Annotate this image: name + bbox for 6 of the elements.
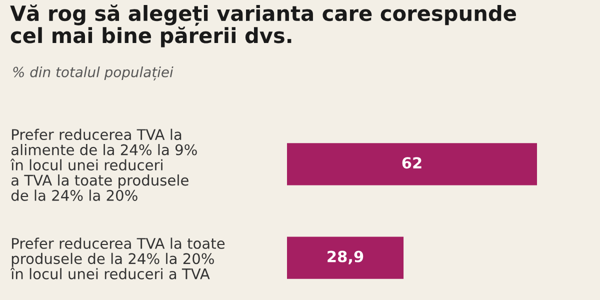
data-label: 62	[402, 157, 422, 169]
data-label: 28,9	[328, 250, 364, 264]
chart-title: Vă rog să alegeți varianta care corespunde cel mai bine părerii dvs.	[10, 4, 516, 48]
text: % din totalul populației	[13, 66, 174, 80]
y-tick-label: Prefer reducerea TVA la alimente de la 24% la 9% în locul unei reduceri a TVA la toate produsele de la 24% la 20%	[10, 128, 197, 201]
y-tick-label: Prefer reducerea TVA la toate produsele de la 24% la 20% în locul unei reduceri a TVA	[10, 238, 225, 280]
